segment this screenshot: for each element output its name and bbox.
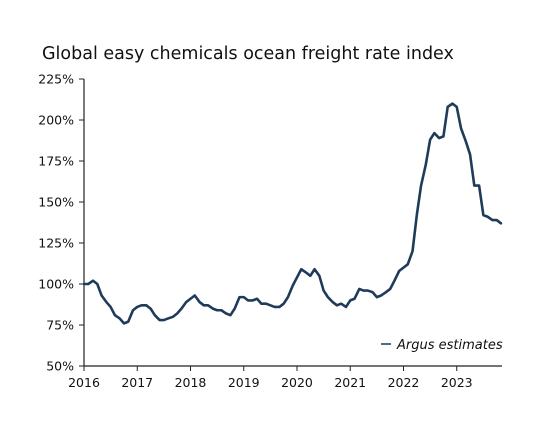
y-tick-label: 125% (38, 236, 74, 251)
x-axis-ticks: 2016 2017 2018 2019 2020 2021 2022 2023 (68, 366, 473, 390)
axes (83, 79, 502, 367)
series-layer (82, 102, 503, 325)
x-tick-label: 2023 (441, 375, 473, 390)
x-tick-label: 2021 (334, 375, 366, 390)
y-tick-label: 200% (38, 113, 74, 128)
y-tick-label: 225% (38, 72, 74, 87)
legend: Argus estimates (381, 338, 503, 353)
x-tick-label: 2016 (68, 375, 100, 390)
y-tick-label: 100% (38, 277, 74, 292)
x-tick-label: 2019 (228, 375, 260, 390)
y-tick-label: 75% (46, 318, 74, 333)
y-tick-label: 175% (38, 154, 74, 169)
y-tick-label: 50% (46, 359, 74, 374)
x-tick-label: 2017 (121, 375, 153, 390)
series-line-argus-estimates (82, 102, 503, 325)
y-axis-ticks: 50% 75% 100% 125% 150% 175% 200% 225% (38, 72, 84, 374)
x-tick-label: 2020 (281, 375, 313, 390)
chart-title: Global easy chemicals ocean freight rate… (42, 44, 454, 64)
x-tick-label: 2022 (388, 375, 420, 390)
x-tick-label: 2018 (175, 375, 207, 390)
legend-label: Argus estimates (396, 338, 503, 353)
y-tick-label: 150% (38, 195, 74, 210)
